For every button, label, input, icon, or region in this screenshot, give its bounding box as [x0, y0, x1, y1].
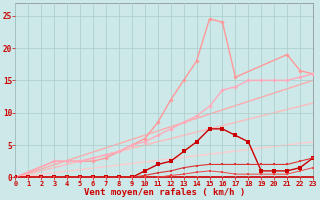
X-axis label: Vent moyen/en rafales ( km/h ): Vent moyen/en rafales ( km/h )	[84, 188, 245, 197]
